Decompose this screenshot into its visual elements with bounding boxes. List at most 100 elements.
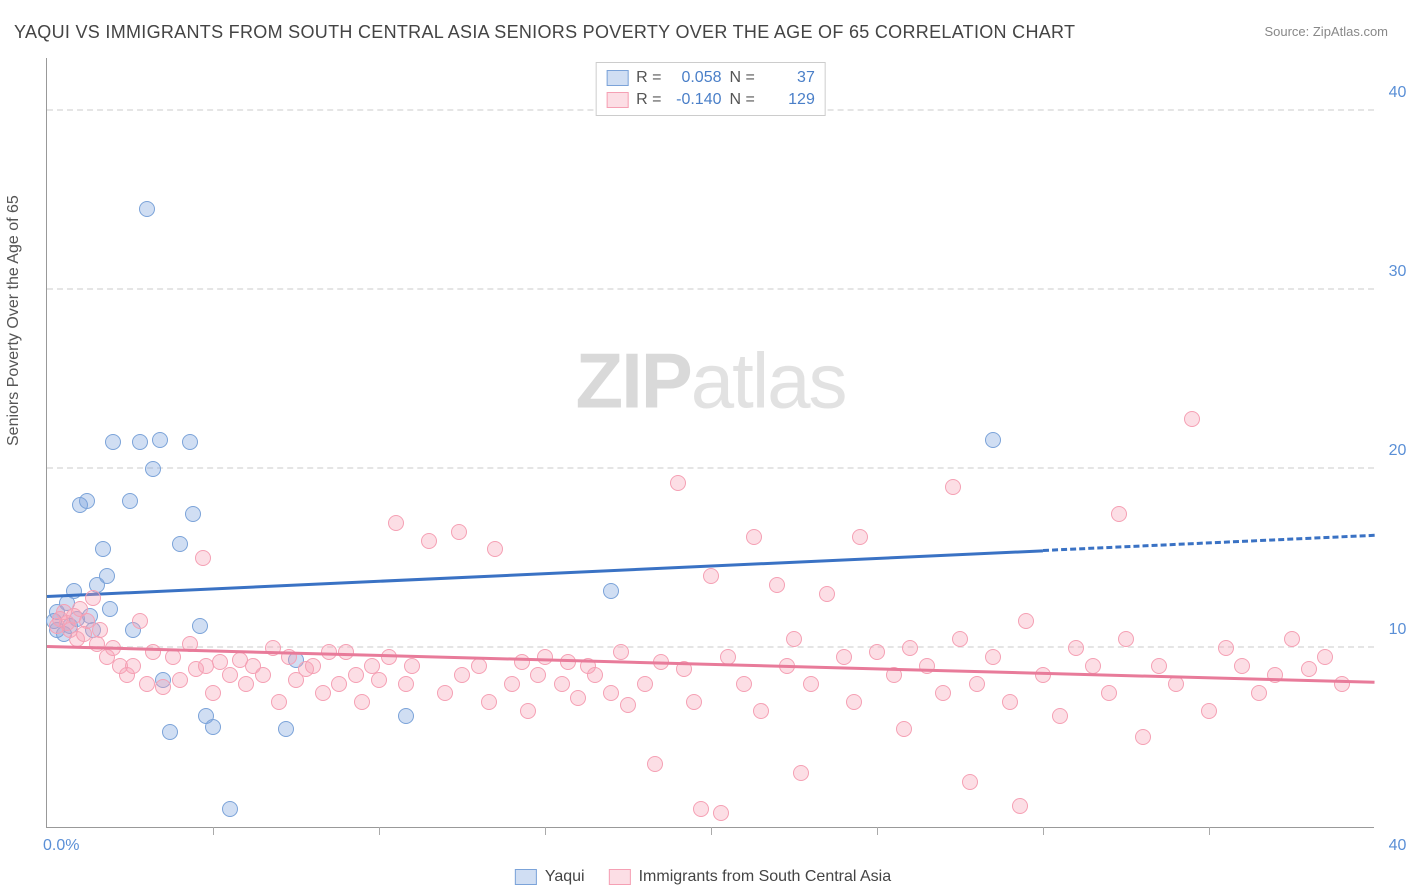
scatter-point-immigrants: [846, 694, 862, 710]
scatter-point-immigrants: [371, 672, 387, 688]
scatter-point-immigrants: [1135, 729, 1151, 745]
scatter-point-immigrants: [132, 613, 148, 629]
swatch-immigrants: [609, 869, 631, 885]
scatter-point-yaqui: [398, 708, 414, 724]
scatter-point-immigrants: [195, 550, 211, 566]
scatter-point-yaqui: [132, 434, 148, 450]
scatter-point-yaqui: [95, 541, 111, 557]
r-value-yaqui: 0.058: [670, 69, 722, 87]
scatter-point-immigrants: [769, 577, 785, 593]
scatter-point-yaqui: [162, 724, 178, 740]
scatter-point-immigrants: [354, 694, 370, 710]
scatter-point-immigrants: [255, 667, 271, 683]
scatter-point-immigrants: [172, 672, 188, 688]
scatter-point-immigrants: [92, 622, 108, 638]
scatter-point-yaqui: [105, 434, 121, 450]
scatter-point-immigrants: [985, 649, 1001, 665]
scatter-point-immigrants: [398, 676, 414, 692]
scatter-point-yaqui: [99, 568, 115, 584]
scatter-point-immigrants: [205, 685, 221, 701]
legend-row-immigrants: R = -0.140 N = 129: [606, 89, 815, 111]
y-tick-label: 20.0%: [1389, 442, 1406, 460]
scatter-point-immigrants: [570, 690, 586, 706]
scatter-point-immigrants: [786, 631, 802, 647]
watermark-light: atlas: [691, 336, 846, 424]
n-label: N =: [730, 91, 755, 109]
watermark-bold: ZIP: [575, 336, 690, 424]
scatter-point-immigrants: [451, 524, 467, 540]
scatter-point-immigrants: [819, 586, 835, 602]
scatter-point-immigrants: [703, 568, 719, 584]
scatter-point-immigrants: [1111, 506, 1127, 522]
scatter-point-immigrants: [1085, 658, 1101, 674]
gridline: [47, 467, 1374, 469]
scatter-point-yaqui: [145, 461, 161, 477]
scatter-point-yaqui: [192, 618, 208, 634]
scatter-point-immigrants: [1118, 631, 1134, 647]
scatter-point-immigrants: [560, 654, 576, 670]
scatter-point-immigrants: [736, 676, 752, 692]
trendline-yaqui: [1043, 534, 1375, 552]
chart-title: YAQUI VS IMMIGRANTS FROM SOUTH CENTRAL A…: [14, 22, 1075, 43]
scatter-point-immigrants: [348, 667, 364, 683]
scatter-point-immigrants: [404, 658, 420, 674]
watermark: ZIPatlas: [575, 335, 845, 426]
scatter-point-immigrants: [388, 515, 404, 531]
y-axis-label: Seniors Poverty Over the Age of 65: [5, 195, 23, 446]
scatter-point-immigrants: [520, 703, 536, 719]
scatter-point-immigrants: [1068, 640, 1084, 656]
scatter-point-immigrants: [1052, 708, 1068, 724]
scatter-point-immigrants: [139, 676, 155, 692]
r-value-immigrants: -0.140: [670, 91, 722, 109]
scatter-point-immigrants: [305, 658, 321, 674]
y-tick-label: 40.0%: [1389, 84, 1406, 102]
scatter-point-immigrants: [613, 644, 629, 660]
legend-label-immigrants: Immigrants from South Central Asia: [639, 868, 892, 886]
scatter-point-immigrants: [1012, 798, 1028, 814]
scatter-point-immigrants: [1101, 685, 1117, 701]
scatter-point-yaqui: [185, 506, 201, 522]
swatch-yaqui: [515, 869, 537, 885]
scatter-point-immigrants: [1184, 411, 1200, 427]
gridline: [47, 646, 1374, 648]
scatter-point-immigrants: [238, 676, 254, 692]
scatter-point-immigrants: [637, 676, 653, 692]
scatter-point-immigrants: [1317, 649, 1333, 665]
scatter-point-immigrants: [554, 676, 570, 692]
scatter-point-immigrants: [945, 479, 961, 495]
x-axis-min-label: 0.0%: [43, 837, 79, 855]
scatter-point-immigrants: [1284, 631, 1300, 647]
scatter-point-immigrants: [962, 774, 978, 790]
scatter-point-yaqui: [79, 493, 95, 509]
x-tick: [1043, 827, 1044, 835]
scatter-point-immigrants: [793, 765, 809, 781]
legend-item-yaqui: Yaqui: [515, 868, 585, 886]
x-tick: [1209, 827, 1210, 835]
swatch-yaqui: [606, 70, 628, 86]
scatter-point-immigrants: [869, 644, 885, 660]
scatter-point-immigrants: [471, 658, 487, 674]
scatter-point-yaqui: [985, 432, 1001, 448]
n-value-yaqui: 37: [763, 69, 815, 87]
scatter-point-immigrants: [935, 685, 951, 701]
scatter-point-immigrants: [1002, 694, 1018, 710]
legend-row-yaqui: R = 0.058 N = 37: [606, 67, 815, 89]
y-tick-label: 10.0%: [1389, 621, 1406, 639]
legend-item-immigrants: Immigrants from South Central Asia: [609, 868, 892, 886]
scatter-point-immigrants: [1218, 640, 1234, 656]
scatter-point-immigrants: [1018, 613, 1034, 629]
x-tick: [545, 827, 546, 835]
x-tick: [877, 827, 878, 835]
scatter-point-immigrants: [315, 685, 331, 701]
y-tick-label: 30.0%: [1389, 263, 1406, 281]
scatter-point-immigrants: [145, 644, 161, 660]
scatter-point-immigrants: [952, 631, 968, 647]
series-legend: Yaqui Immigrants from South Central Asia: [515, 868, 891, 886]
scatter-point-immigrants: [1151, 658, 1167, 674]
scatter-point-immigrants: [746, 529, 762, 545]
scatter-point-immigrants: [155, 679, 171, 695]
scatter-point-immigrants: [603, 685, 619, 701]
x-axis-max-label: 40.0%: [1389, 837, 1406, 855]
scatter-point-immigrants: [421, 533, 437, 549]
scatter-point-immigrants: [1201, 703, 1217, 719]
